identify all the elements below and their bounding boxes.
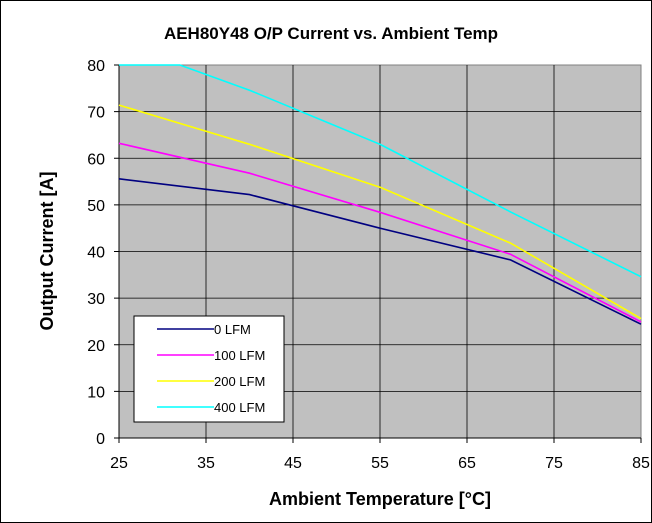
x-tick-label: 25 [110, 455, 128, 472]
series-line-0-lfm [118, 178, 642, 325]
x-axis-title: Ambient Temperature [°C] [269, 489, 491, 509]
legend-label: 0 LFM [214, 322, 251, 337]
x-tick-label: 45 [284, 455, 302, 472]
axis-layer: 25 35 45 55 65 75 85 0 10 20 30 40 50 60 70 80 [87, 58, 650, 472]
y-axis-title: Output Current [A] [37, 172, 57, 331]
series-line-100-lfm [118, 142, 642, 323]
y-tick-label: 20 [87, 338, 105, 355]
y-tick-label: 30 [87, 291, 105, 308]
chart-title: AEH80Y48 O/P Current vs. Ambient Temp [164, 24, 498, 43]
x-tick-label: 55 [371, 455, 389, 472]
y-tick-label: 70 [87, 105, 105, 122]
y-tick-label: 50 [87, 198, 105, 215]
x-tick-label: 65 [458, 455, 476, 472]
legend-box [133, 315, 285, 423]
y-tick-label: 40 [87, 245, 105, 262]
series-layer [118, 64, 642, 325]
legend-label: 200 LFM [214, 374, 265, 389]
legend-label: 400 LFM [214, 400, 265, 415]
legend-label: 100 LFM [214, 348, 265, 363]
y-tick-label: 60 [87, 151, 105, 168]
y-tick-label: 80 [87, 58, 105, 75]
y-tick-label: 0 [96, 431, 105, 448]
legend: 0 LFM 100 LFM 200 LFM 400 LFM [133, 315, 285, 423]
series-line-400-lfm [119, 64, 642, 278]
x-tick-label: 75 [545, 455, 563, 472]
x-tick-label: 35 [197, 455, 215, 472]
y-tick-label: 10 [87, 384, 105, 401]
series-line-200-lfm [118, 104, 642, 320]
x-tick-label: 85 [632, 455, 650, 472]
